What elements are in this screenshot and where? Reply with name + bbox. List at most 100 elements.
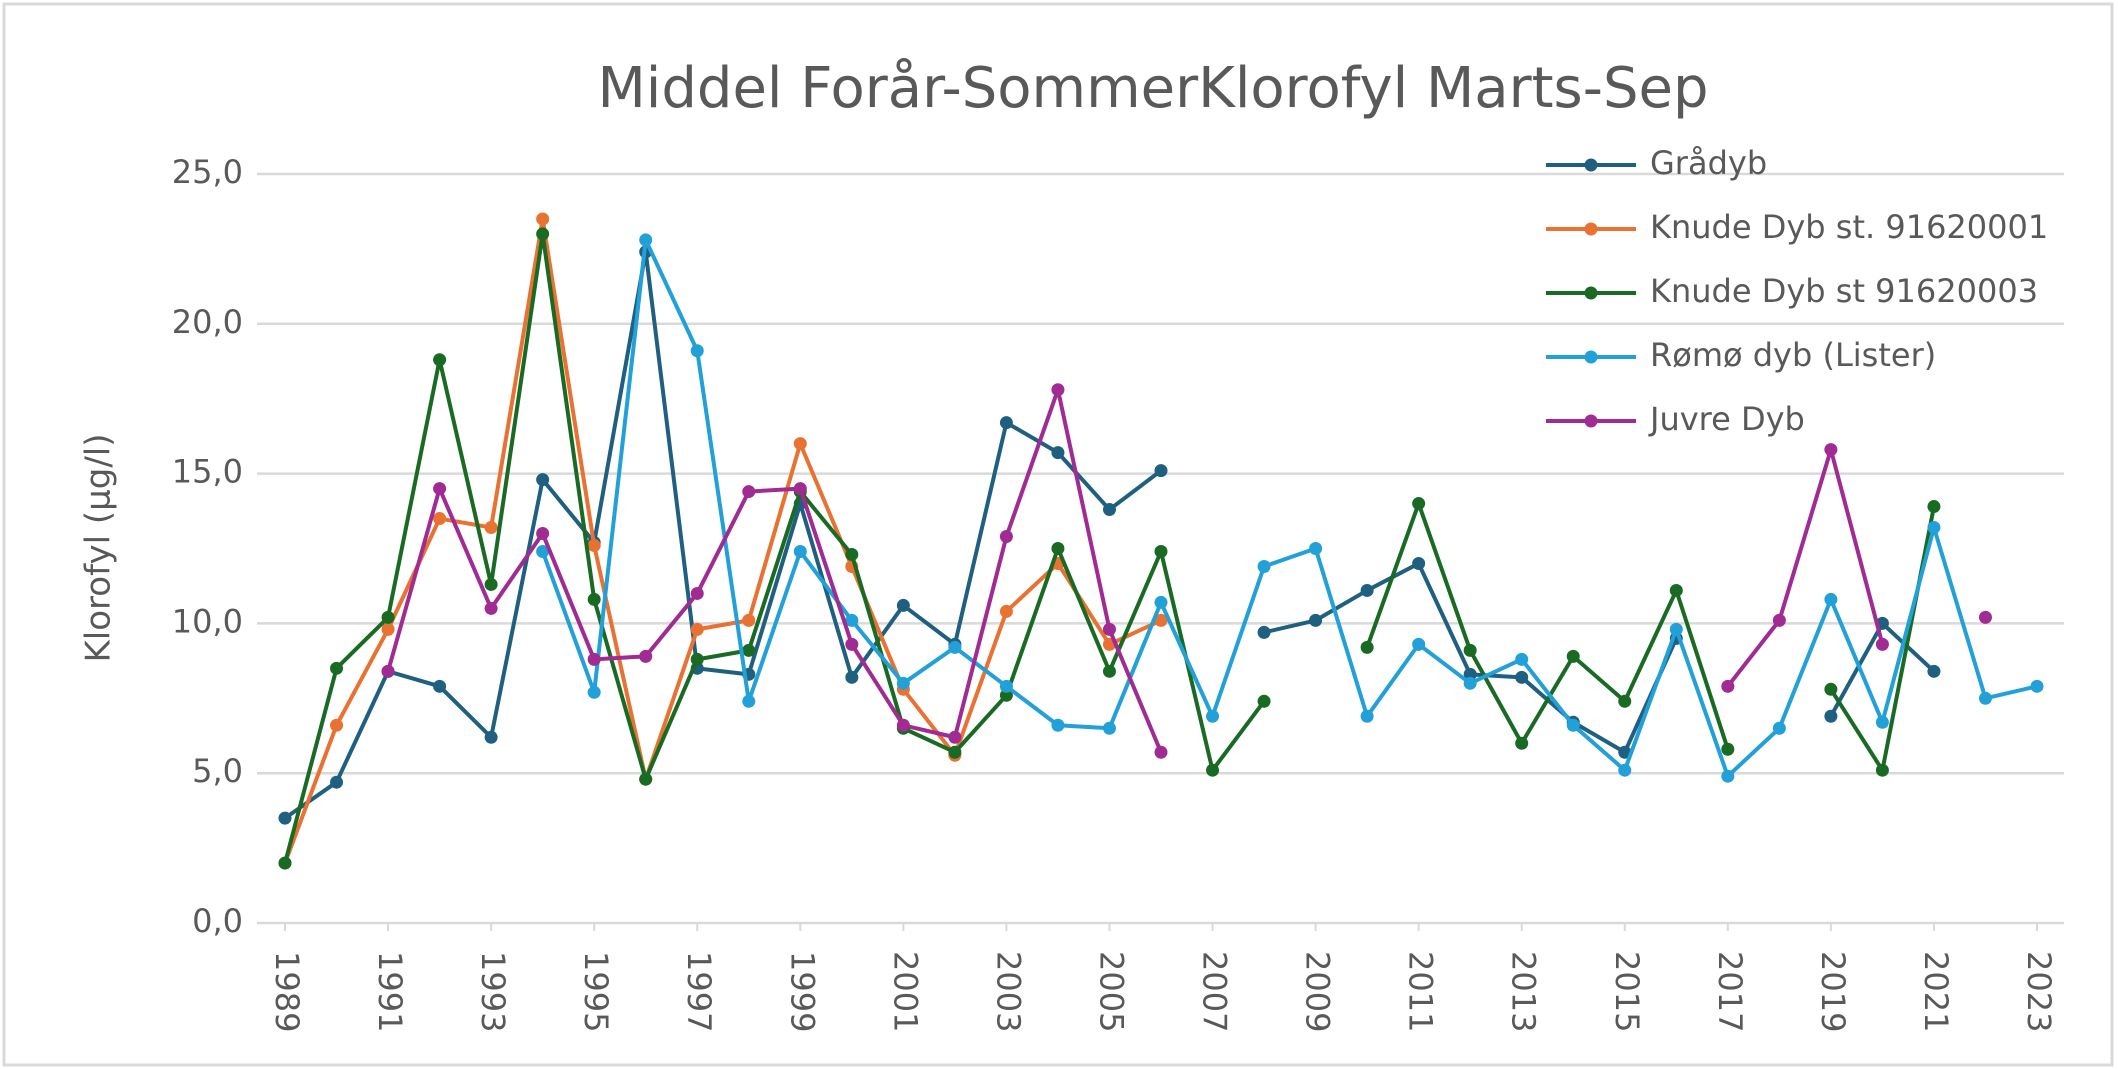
data-point: [1051, 718, 1065, 732]
y-axis-label: Klorofyl (µg/l): [79, 434, 119, 663]
data-point: [999, 679, 1013, 693]
data-point: [536, 227, 550, 241]
data-point: [1515, 670, 1529, 684]
data-point: [1463, 643, 1477, 657]
data-point: [690, 344, 704, 358]
x-tick-label: 1993: [474, 951, 512, 1032]
data-point: [1102, 503, 1116, 517]
data-point: [999, 688, 1013, 702]
data-point: [793, 482, 807, 496]
x-tick-label: 2003: [989, 951, 1027, 1032]
data-point: [1515, 736, 1529, 750]
data-point: [948, 730, 962, 744]
x-tick-label: 2011: [1402, 951, 1440, 1032]
x-tick-label: 2021: [1917, 951, 1955, 1032]
data-point: [999, 416, 1013, 430]
legend-marker: [1584, 222, 1598, 236]
data-point: [1875, 715, 1889, 729]
data-point: [1618, 745, 1632, 759]
data-point: [1772, 721, 1786, 735]
data-point: [536, 527, 550, 541]
legend-label: Rømø dyb (Lister): [1650, 336, 1936, 374]
legend-marker: [1584, 158, 1598, 172]
data-point: [433, 679, 447, 693]
data-point: [484, 601, 498, 615]
data-point: [1618, 694, 1632, 708]
data-point: [690, 622, 704, 636]
y-tick-label: 15,0: [172, 453, 243, 491]
chart-title: Middel Forår-SommerKlorofyl Marts-Sep: [597, 56, 1708, 121]
x-tick-label: 2005: [1092, 951, 1130, 1032]
data-point: [1051, 383, 1065, 397]
data-point: [1669, 583, 1683, 597]
data-point: [845, 547, 859, 561]
data-point: [1154, 544, 1168, 558]
data-point: [1566, 649, 1580, 663]
data-point: [1875, 637, 1889, 651]
data-point: [1927, 664, 1941, 678]
data-point: [1257, 694, 1271, 708]
data-point: [1463, 667, 1477, 681]
legend-marker: [1584, 414, 1598, 428]
data-point: [587, 685, 601, 699]
data-point: [1360, 583, 1374, 597]
data-point: [1824, 592, 1838, 606]
data-point: [1154, 613, 1168, 627]
data-point: [1824, 682, 1838, 696]
data-point: [381, 664, 395, 678]
data-point: [1824, 709, 1838, 723]
data-point: [1875, 616, 1889, 630]
data-point: [1154, 595, 1168, 609]
data-point: [587, 592, 601, 606]
y-tick-label: 5,0: [192, 752, 243, 790]
y-tick-label: 0,0: [192, 902, 243, 940]
data-point: [1824, 443, 1838, 457]
legend-marker: [1584, 286, 1598, 300]
legend-marker: [1584, 350, 1598, 364]
data-point: [690, 652, 704, 666]
data-point: [2030, 679, 2044, 693]
data-point: [330, 718, 344, 732]
data-point: [1618, 763, 1632, 777]
data-point: [484, 730, 498, 744]
x-tick-label: 1997: [680, 951, 718, 1032]
series-line: [283, 216, 1162, 864]
data-point: [1927, 500, 1941, 514]
legend-label: Juvre Dyb: [1648, 400, 1805, 438]
data-point: [1669, 622, 1683, 636]
x-tick-label: 2015: [1608, 951, 1646, 1032]
data-point: [1412, 497, 1426, 511]
x-tick-label: 2023: [2020, 951, 2058, 1032]
x-tick-label: 2013: [1505, 951, 1543, 1032]
x-tick-label: 2007: [1196, 951, 1234, 1032]
x-tick-label: 2017: [1711, 951, 1749, 1032]
data-point: [381, 610, 395, 624]
data-point: [278, 811, 292, 825]
data-point: [1206, 709, 1220, 723]
data-point: [1102, 721, 1116, 735]
data-point: [690, 586, 704, 600]
data-point: [536, 544, 550, 558]
data-point: [1360, 640, 1374, 654]
data-point: [381, 622, 395, 636]
data-point: [639, 649, 653, 663]
data-point: [536, 473, 550, 487]
data-point: [587, 539, 601, 553]
data-point: [1721, 679, 1735, 693]
data-point: [896, 598, 910, 612]
series-line: [540, 237, 2038, 779]
data-point: [1566, 718, 1580, 732]
data-point: [1978, 610, 1992, 624]
data-point: [793, 437, 807, 451]
data-point: [1463, 676, 1477, 690]
data-point: [742, 613, 756, 627]
x-tick-label: 1999: [783, 951, 821, 1032]
y-tick-label: 10,0: [172, 602, 243, 640]
data-point: [1772, 613, 1786, 627]
data-point: [1102, 664, 1116, 678]
x-tick-label: 1989: [268, 951, 306, 1032]
data-point: [330, 775, 344, 789]
y-tick-label: 20,0: [172, 303, 243, 341]
